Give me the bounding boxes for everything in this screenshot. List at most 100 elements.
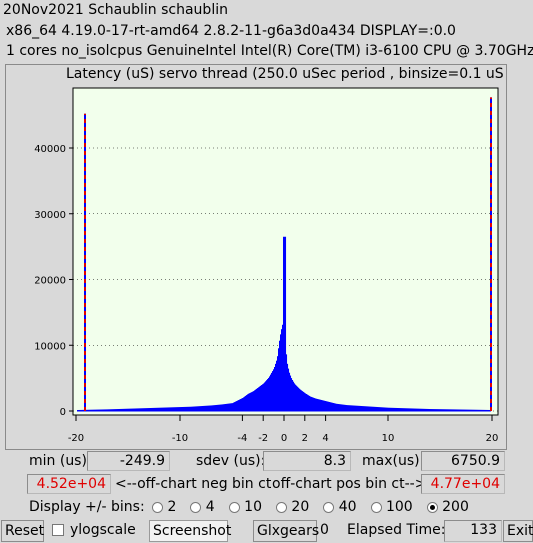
histogram-bar xyxy=(418,408,420,412)
histogram-bar xyxy=(367,406,369,412)
histogram-bar xyxy=(428,408,430,412)
chart-title: Latency (uS) servo thread (250.0 uSec pe… xyxy=(66,66,504,82)
histogram-bar xyxy=(293,381,295,412)
histogram-bar xyxy=(480,409,482,412)
histogram-bar xyxy=(126,408,128,412)
histogram-bar xyxy=(211,405,213,412)
bins-option-20[interactable]: 20 xyxy=(275,499,310,515)
radio-icon[interactable] xyxy=(323,501,335,513)
histogram-bar xyxy=(282,324,284,412)
histogram-bar xyxy=(158,407,160,412)
histogram-bar xyxy=(86,409,88,412)
radio-icon[interactable] xyxy=(275,501,287,513)
ylogscale-checkbox-box[interactable] xyxy=(52,524,64,536)
histogram-bar xyxy=(376,406,378,412)
histogram-bar xyxy=(403,408,405,412)
histogram-bar xyxy=(165,407,167,412)
histogram-bar xyxy=(95,409,97,412)
histogram-bar xyxy=(466,409,468,412)
radio-icon[interactable] xyxy=(190,501,202,513)
neg-bin-count-label: <--off-chart neg bin ct xyxy=(115,476,272,492)
histogram-bar xyxy=(279,340,281,412)
histogram-bar xyxy=(195,406,197,412)
histogram-bar xyxy=(326,401,328,412)
bins-option-40[interactable]: 40 xyxy=(323,499,357,515)
histogram-bar xyxy=(132,408,134,412)
histogram-bar xyxy=(426,408,428,412)
histogram-bar xyxy=(171,407,173,412)
histogram-bar xyxy=(390,407,392,412)
bins-option-10[interactable]: 10 xyxy=(228,499,262,515)
histogram-bar xyxy=(399,408,401,412)
histogram-bar xyxy=(333,403,335,412)
histogram-bar xyxy=(445,409,447,412)
histogram-bar xyxy=(321,399,323,412)
histogram-bar xyxy=(163,407,165,412)
min-value: -249.9 xyxy=(87,451,170,471)
max-label: max(us) xyxy=(362,453,420,469)
histogram-bar xyxy=(461,409,463,412)
histogram-bar xyxy=(166,407,168,412)
histogram-bar xyxy=(337,403,339,412)
histogram-bar xyxy=(253,391,255,412)
histogram-bar xyxy=(139,408,141,412)
screenshot-button[interactable]: Screenshot xyxy=(149,520,231,542)
header-kernel-info: x86_64 4.19.0-17-rt-amd64 2.8.2-11-g6a3d… xyxy=(6,23,456,39)
bins-option-200[interactable]: 200 xyxy=(426,499,469,515)
histogram-bar xyxy=(220,404,222,412)
histogram-bar xyxy=(266,380,268,412)
histogram-bar xyxy=(147,408,149,412)
histogram-bar xyxy=(429,409,431,412)
histogram-bar xyxy=(431,409,433,412)
histogram-bar xyxy=(110,409,112,412)
histogram-bar xyxy=(380,407,382,412)
histogram-bar xyxy=(181,407,183,412)
histogram-bar xyxy=(246,395,248,412)
histogram-bar xyxy=(345,404,347,412)
histogram-bar xyxy=(386,407,388,412)
bins-option-4[interactable]: 4 xyxy=(190,499,215,515)
histogram-bar xyxy=(406,408,408,412)
x-tick-label: 4 xyxy=(322,433,328,444)
histogram-bar xyxy=(486,409,488,412)
radio-icon[interactable] xyxy=(228,501,240,513)
bins-option-100[interactable]: 100 xyxy=(370,499,413,515)
sdev-label: sdev (us): xyxy=(196,453,266,469)
reset-button[interactable]: Reset xyxy=(1,520,44,542)
bins-option-2[interactable]: 2 xyxy=(152,499,176,515)
radio-icon[interactable] xyxy=(426,501,438,513)
histogram-bar xyxy=(405,408,407,412)
exit-button[interactable]: Exit xyxy=(503,520,533,542)
histogram-bar xyxy=(341,404,343,412)
histogram-bar xyxy=(216,404,218,412)
histogram-bar xyxy=(395,407,397,412)
radio-icon[interactable] xyxy=(370,501,382,513)
histogram-bar xyxy=(398,408,400,412)
histogram-bar xyxy=(237,400,239,412)
histogram-bar xyxy=(175,407,177,412)
sdev-value: 8.3 xyxy=(263,451,351,471)
histogram-bar xyxy=(183,406,185,412)
histogram-bar xyxy=(437,409,439,412)
histogram-bar xyxy=(302,391,304,412)
histogram-bar xyxy=(263,383,265,412)
histogram-bar xyxy=(430,409,432,412)
histogram-bar xyxy=(248,393,250,412)
histogram-bar xyxy=(373,406,375,412)
histogram-bar xyxy=(270,374,272,412)
histogram-bar xyxy=(451,409,453,412)
histogram-bar xyxy=(180,407,182,412)
ylogscale-checkbox[interactable]: ylogscale xyxy=(52,522,136,538)
histogram-bar xyxy=(339,404,341,412)
histogram-bar xyxy=(309,395,311,412)
bins-option-label: 20 xyxy=(286,499,310,515)
radio-icon[interactable] xyxy=(152,501,163,513)
histogram-bar xyxy=(136,408,138,412)
histogram-bar xyxy=(284,236,286,412)
histogram-bar xyxy=(99,409,101,412)
histogram-bar xyxy=(409,408,411,412)
histogram-bar xyxy=(446,409,448,412)
x-tick-label: -2 xyxy=(258,433,268,444)
glxgears-button[interactable]: Glxgears xyxy=(253,520,319,542)
